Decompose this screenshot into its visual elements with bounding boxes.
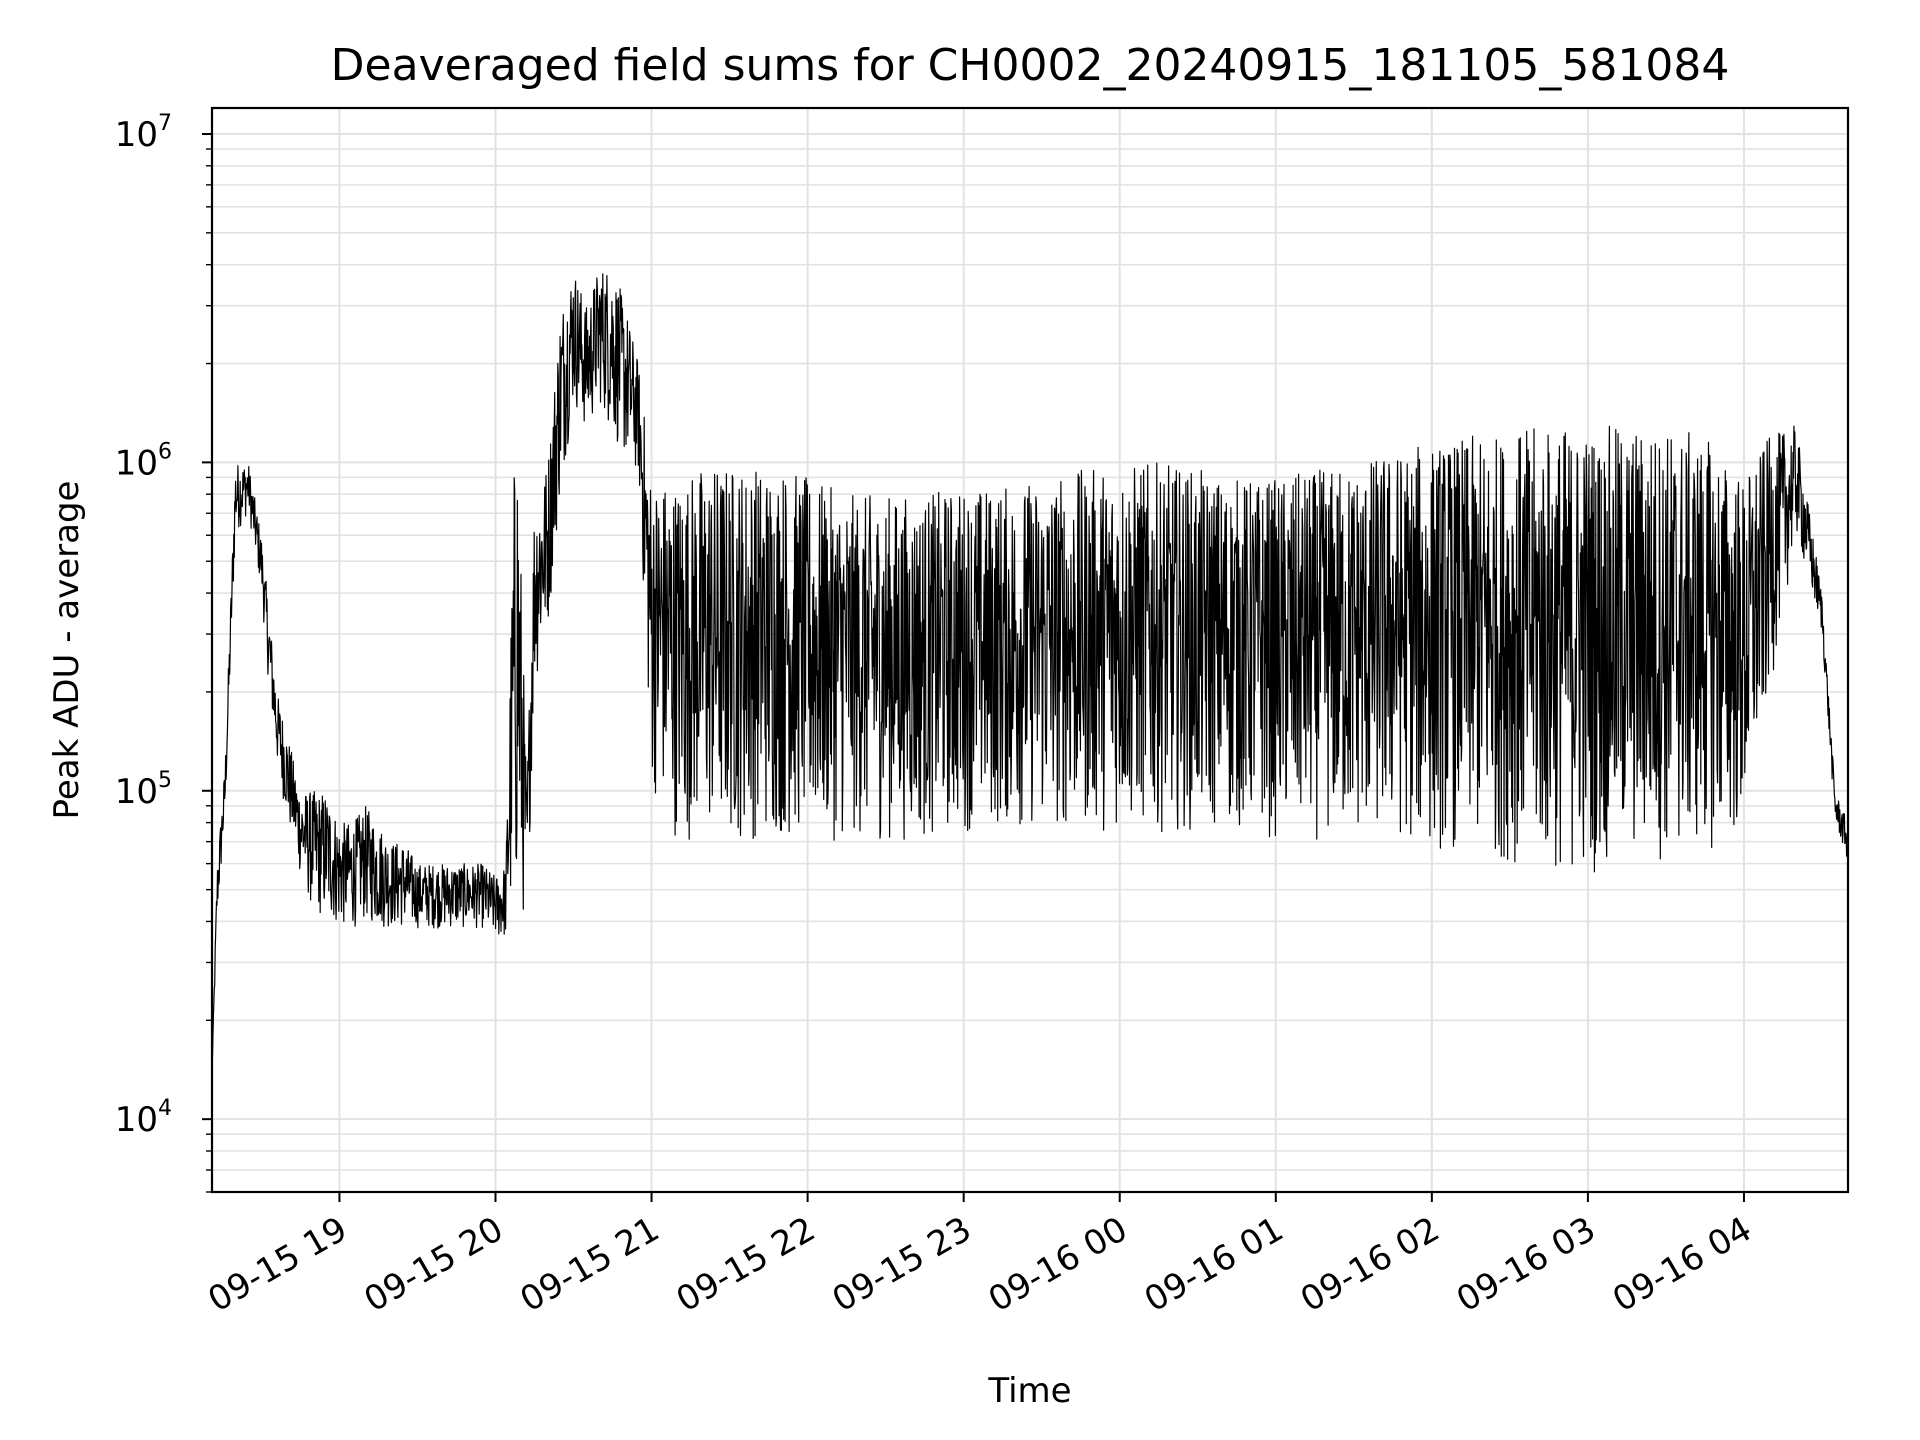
y-tick-label: 107 — [115, 111, 172, 155]
series-line — [211, 273, 1849, 1072]
y-axis-label: Peak ADU - average — [47, 481, 87, 820]
y-tick-label: 106 — [115, 439, 172, 483]
plot-frame — [210, 106, 1850, 1194]
data-area — [211, 273, 1849, 1072]
y-tick-label: 104 — [115, 1096, 172, 1140]
y-tick-label: 105 — [115, 768, 172, 812]
x-axis-label: Time — [987, 1371, 1071, 1411]
chart-title: Deaveraged field sums for CH0002_2024091… — [331, 40, 1730, 91]
